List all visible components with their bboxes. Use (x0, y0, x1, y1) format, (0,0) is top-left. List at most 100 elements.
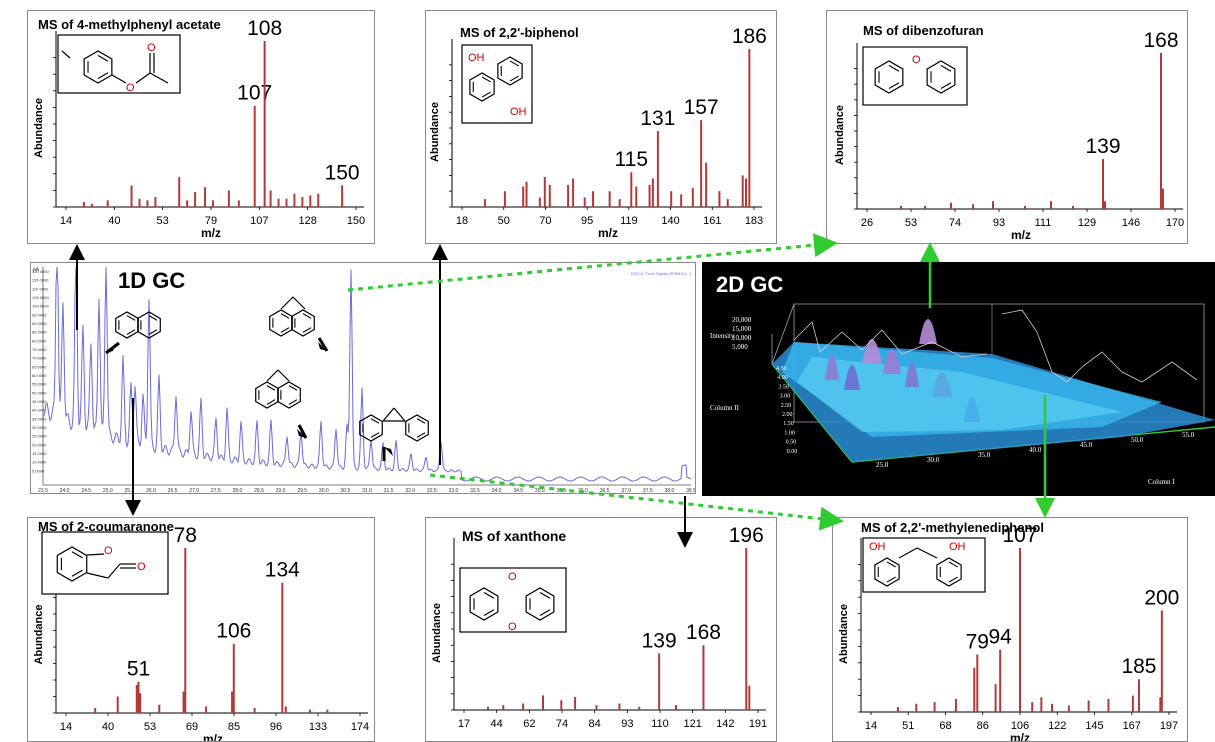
y-tick-label: 105 0000 (32, 295, 49, 300)
x-tick-label: 14 (60, 215, 72, 227)
y-tick-label: 110 0000 (32, 286, 49, 291)
arrow-acenaphthylene (297, 424, 308, 439)
y-tick-label: 55 0000 (32, 382, 47, 387)
y-tick-label: 65 0000 (32, 364, 47, 369)
x-tick-label: 27.0 (189, 488, 199, 494)
peak-label: 168 (1143, 29, 1178, 52)
structure-naphthalene (115, 311, 161, 339)
y-tick-label: 30 0000 (32, 425, 47, 430)
column2-tick: 3.00 (780, 394, 791, 400)
x-tick-label: 167 (1123, 720, 1141, 732)
x-tick-label: 44 (491, 718, 503, 730)
peak-label: 196 (729, 524, 764, 547)
peak-label: 168 (686, 621, 721, 644)
surface-peak (883, 349, 901, 374)
x-tick-label: 111 (1035, 217, 1052, 229)
column1-label: Column I (1148, 478, 1175, 486)
ms-title: MS of 2,2'-methylenediphenol (861, 520, 1044, 535)
y-tick-label: 100 0000 (32, 304, 49, 309)
intensity-label: Intensity (710, 332, 735, 340)
y-tick-label: 25 0000 (32, 434, 47, 439)
x-tick-label: 110 (651, 718, 669, 730)
arrow-acenaphthene-head (318, 342, 327, 351)
x-tick-label: 145 (1085, 720, 1103, 732)
y-tick-label: 20 0000 (32, 442, 47, 447)
y-tick-label: 95 0000 (32, 312, 47, 317)
x-tick-label: 93 (621, 718, 633, 730)
structure-4-methylphenyl-acetate-box (57, 34, 181, 94)
x-tick-label: 32.5 (427, 488, 437, 494)
ms-chart-methylenediphenol: 14 51 68 86 106 122 145 167 197 m/z Abundance 107 20… (838, 524, 1179, 741)
svg-text:OH: OH (869, 541, 886, 553)
x-tick-label: 53 (157, 215, 169, 227)
x-tick-label: 106 (1011, 720, 1029, 732)
x-tick-label: 107 (250, 215, 268, 227)
surface-peak (905, 362, 919, 387)
y-tick-label: 50 0000 (32, 390, 47, 395)
x-tick-label: 24.5 (81, 488, 91, 494)
peak-label: 200 (1144, 586, 1179, 609)
y-tick-label: 40 0000 (32, 408, 47, 413)
x-tick-label: 30.0 (319, 488, 329, 494)
y-tick-label: 115 0000 (32, 278, 49, 283)
x-tick-label: 28.5 (254, 488, 264, 494)
svg-text:O: O (147, 42, 156, 54)
profile-column1 (793, 321, 988, 358)
structure-2-coumaranone-box (41, 531, 169, 595)
intensity-tick: 20,000 (732, 316, 752, 324)
y-tick-label: 35 0000 (32, 416, 47, 421)
column1-tick: 40.0 (1029, 446, 1042, 454)
gc2d-panel: Intensity 20,000 15,000 10,000 5,000 Column I… (702, 262, 1215, 496)
peak-label: 134 (265, 559, 300, 582)
svg-text:OH: OH (468, 52, 485, 64)
arrow-fluorene-head (384, 447, 393, 456)
ms-title: MS of 2,2'-biphenol (460, 25, 579, 40)
x-tick-label: 95 (581, 215, 593, 227)
surface-peak (964, 397, 980, 422)
x-tick-label: 68 (939, 720, 951, 732)
y-axis-label: Abundance (834, 105, 846, 165)
x-tick-label: 34.5 (513, 488, 523, 494)
x-axis-label: m/z (1011, 228, 1031, 242)
ms-chart-xanthone: 17 44 62 74 84 93 110 121 142 191 Abundance 196 168 1… (431, 524, 767, 730)
x-tick-label: 74 (949, 217, 961, 229)
x-tick-label: 183 (745, 215, 763, 227)
peak-label: 157 (684, 96, 719, 119)
structure-acenaphthylene (255, 369, 301, 409)
x-tick-label: 27.5 (211, 488, 221, 494)
x-tick-label: 38.5 (686, 488, 696, 494)
ms-panel-biphenol: 18 50 70 95 119 140 161 183 m/z Abundance 186 157 13… (425, 10, 777, 244)
x-tick-label: 119 (620, 215, 638, 227)
x-tick-label: 36.0 (578, 488, 588, 494)
x-tick-label: 86 (977, 720, 989, 732)
x-tick-label: 133 (309, 721, 327, 733)
svg-text:OH: OH (510, 106, 527, 118)
x-tick-label: 25.5 (125, 488, 135, 494)
gc1d-panel: pA 120 0000 115 0000 110 0000 105 0000 100 00… (30, 262, 696, 494)
x-tick-label: 121 (683, 718, 701, 730)
ms-chart-biphenol: 18 50 70 95 119 140 161 183 m/z Abundance 186 157 13… (429, 25, 767, 240)
ms-chart-2-coumaranone: 14 40 53 69 85 96 133 174 m/z Abundance 78 134 106 51… (33, 524, 369, 741)
ms-chart-dibenzofuran: 26 53 74 93 111 129 146 170 m/z Abundance 168 139 O (834, 29, 1184, 242)
column1-tick: 25.0 (876, 461, 889, 469)
ms-title: MS of xanthone (462, 528, 567, 544)
surface-peak (825, 355, 839, 380)
column2-tick: 0.50 (786, 440, 797, 446)
x-tick-label: 53 (905, 217, 917, 229)
x-tick-label: 17 (458, 718, 470, 730)
y-tick-label: 70 0000 (32, 356, 47, 361)
intensity-tick: 10,000 (732, 334, 752, 342)
intensity-tick: 5,000 (732, 343, 748, 351)
svg-text:O: O (126, 82, 135, 94)
x-tick-label: 70 (539, 215, 551, 227)
frame-edge (771, 303, 795, 365)
x-tick-label: 161 (703, 215, 721, 227)
x-tick-label: 74 (556, 718, 568, 730)
peak-label: 108 (247, 17, 282, 40)
intensity-tick: 15,000 (732, 325, 752, 333)
x-tick-label: 146 (1122, 217, 1140, 229)
x-axis-label: m/z (201, 226, 221, 240)
